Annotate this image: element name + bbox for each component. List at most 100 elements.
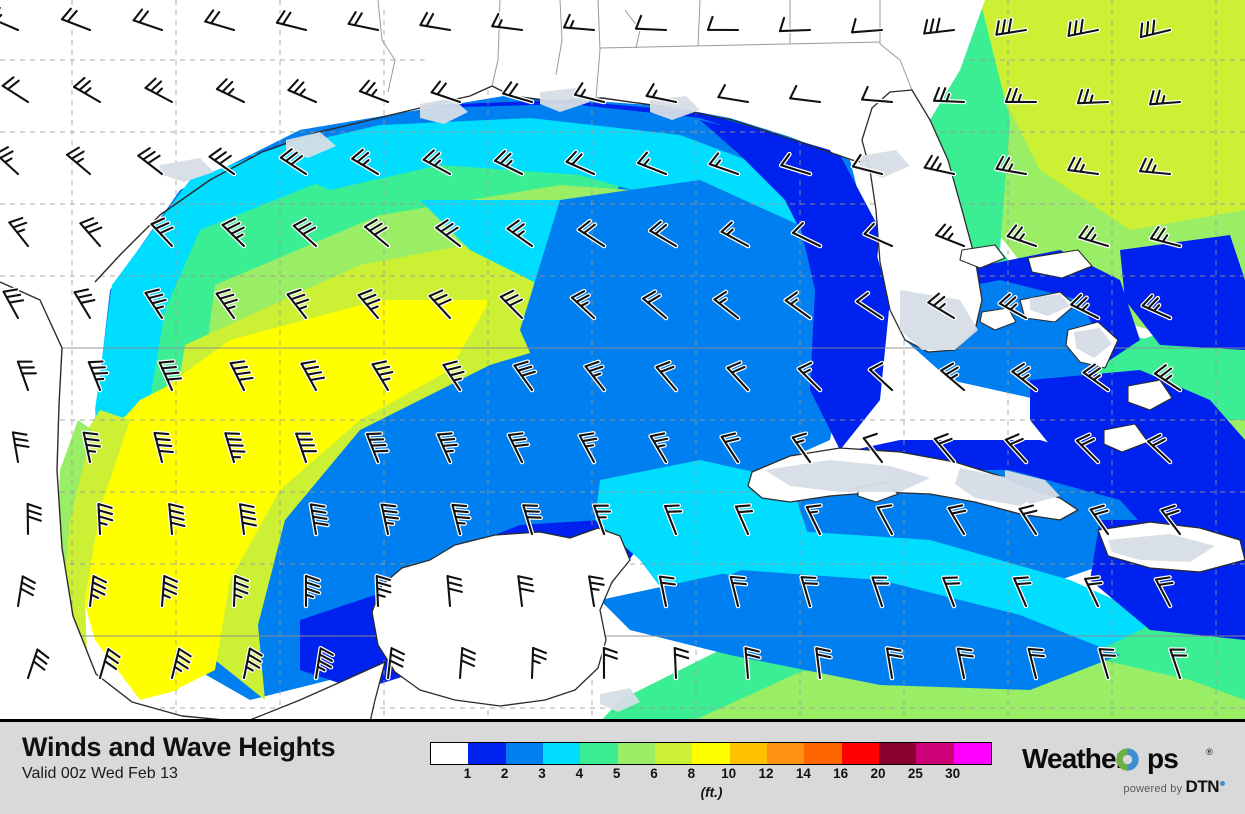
- wind-barb: [932, 431, 957, 465]
- wind-barb: [1017, 503, 1039, 537]
- wind-barb: [778, 151, 813, 177]
- wind-barb: [707, 151, 741, 177]
- wind-barb: [450, 502, 472, 537]
- wind-barb: [790, 220, 823, 249]
- wind-barb: [457, 645, 478, 681]
- wave-height-map[interactable]: [0, 0, 1245, 722]
- wind-barb: [994, 154, 1029, 177]
- wind-barb: [500, 80, 535, 105]
- colorbar-band: [692, 743, 730, 764]
- wind-barb: [813, 645, 833, 681]
- wind-barb: [131, 7, 165, 33]
- wind-barb: [1138, 18, 1173, 40]
- wind-barb: [790, 431, 813, 465]
- wind-barb: [719, 431, 741, 465]
- wind-barb: [921, 16, 957, 36]
- wind-barb: [1145, 432, 1173, 465]
- wind-barb: [498, 288, 525, 321]
- wind-barb: [157, 359, 184, 393]
- wind-barb: [152, 430, 176, 465]
- wind-barb: [647, 219, 679, 249]
- colorbar-band: [804, 743, 842, 764]
- wind-barb: [1068, 292, 1101, 321]
- wind-barb: [725, 360, 751, 393]
- wind-barb: [349, 147, 381, 177]
- logo-tagline: powered by DTN: [1123, 777, 1225, 796]
- wind-barb: [293, 431, 319, 465]
- wind-barb: [1026, 646, 1047, 681]
- wind-barb: [346, 9, 381, 33]
- wind-barb: [435, 431, 459, 465]
- wind-barb: [994, 16, 1029, 38]
- wind-barb: [506, 431, 531, 465]
- wind-barb: [644, 81, 679, 105]
- wind-barb: [10, 430, 31, 465]
- wind-barb: [81, 430, 103, 465]
- wind-barb: [207, 146, 237, 177]
- valid-time-label: Valid 00z Wed Feb 13: [22, 765, 178, 783]
- colorbar-tick: 5: [612, 766, 621, 781]
- wind-barb: [591, 503, 613, 537]
- wind-barb: [1168, 647, 1189, 681]
- wind-barb: [861, 431, 885, 465]
- wind-barb: [78, 215, 104, 249]
- logo-dtn-brand: DTN: [1185, 777, 1220, 796]
- wind-barb: [564, 149, 597, 177]
- wind-barb: [1005, 223, 1039, 249]
- wind-barb: [492, 148, 525, 177]
- wind-barb: [601, 645, 620, 681]
- colorbar-tick: 25: [907, 766, 923, 781]
- wind-barb: [672, 645, 691, 681]
- colorbar-tick: 4: [575, 766, 584, 781]
- wind-barb: [1137, 156, 1173, 177]
- wind-barb: [489, 11, 525, 33]
- wind-barb: [433, 217, 463, 249]
- wind-barb: [997, 292, 1029, 321]
- wind-barb: [926, 291, 957, 321]
- wind-barb: [633, 13, 669, 33]
- wind-barb: [1152, 362, 1183, 393]
- wave-height-contours: [52, 0, 1245, 719]
- wind-barb: [313, 646, 336, 681]
- wind-barb: [850, 152, 885, 177]
- wind-barb: [719, 220, 751, 249]
- wind-barb: [241, 646, 265, 681]
- wind-barb: [529, 645, 549, 681]
- wind-barb: [787, 83, 823, 105]
- wind-barb: [854, 290, 885, 321]
- colorbar-band: [729, 743, 767, 764]
- wind-barb: [1140, 293, 1173, 321]
- wave-height-colorbar[interactable]: 1 2 3 4 5 6 8 10 12 14 16 20 25 30 (ft.): [430, 742, 993, 800]
- weatherops-logo[interactable]: Weather ps ® powered by DTN: [1022, 744, 1227, 800]
- wind-barb: [220, 216, 247, 249]
- wind-barb: [379, 502, 401, 537]
- logo-powered-by-text: powered by: [1123, 783, 1186, 795]
- wind-barb: [884, 646, 904, 681]
- wind-barb: [87, 573, 109, 609]
- wind-barb: [285, 287, 311, 321]
- wind-barb: [648, 431, 670, 465]
- page-title: Winds and Wave Heights: [22, 732, 336, 762]
- wind-barb: [421, 148, 453, 177]
- wind-barb: [286, 77, 319, 105]
- wind-barb: [71, 75, 103, 105]
- wind-barb: [572, 80, 607, 105]
- wind-barb: [512, 359, 538, 393]
- colorbar-tick: 14: [795, 766, 811, 781]
- wind-barb: [1, 287, 26, 321]
- wind-barb: [654, 359, 679, 393]
- wind-barb: [505, 218, 535, 249]
- wind-barb: [521, 502, 543, 537]
- wind-barb: [429, 79, 463, 105]
- wind-barb: [1147, 88, 1183, 107]
- wind-barb: [1081, 362, 1111, 393]
- colorbar-tick: 30: [945, 766, 961, 781]
- wind-barb: [804, 503, 823, 537]
- map-canvas: [0, 0, 1245, 719]
- colorbar-band: [468, 743, 506, 764]
- wind-barb: [777, 15, 813, 34]
- wind-barb: [231, 573, 251, 609]
- wind-barb: [237, 501, 259, 537]
- wind-barb: [374, 573, 393, 609]
